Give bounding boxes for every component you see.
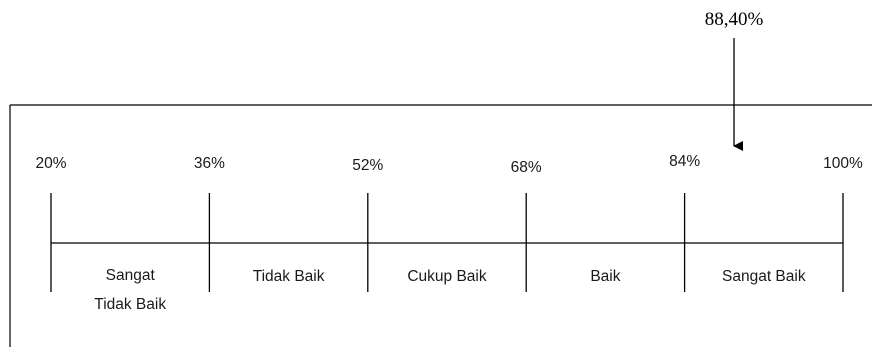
scale-tick-label: 36%	[194, 155, 225, 172]
scale-tick-label: 52%	[352, 157, 383, 174]
scale-category-label: Baik	[590, 268, 620, 285]
scale-category-label: Tidak Baik	[253, 268, 325, 285]
scale-category-label: Sangat Tidak Baik	[94, 267, 166, 313]
scale-category-label: Sangat Baik	[722, 268, 806, 285]
scale-category-label: Cukup Baik	[407, 268, 487, 285]
scale-tick-label: 84%	[669, 153, 700, 170]
scale-tick-label: 20%	[35, 155, 66, 172]
scale-tick-label: 100%	[823, 155, 863, 172]
scale-tick-labels: 20% 36% 52% 68% 84% 100%	[35, 153, 863, 176]
scale-ticks	[50, 193, 844, 292]
scale-tick-label: 68%	[511, 159, 542, 176]
marker-value-label: 88,40%	[705, 9, 764, 30]
scale-category-labels: Sangat Tidak Baik Tidak Baik Cukup Baik Baik…	[94, 267, 806, 313]
